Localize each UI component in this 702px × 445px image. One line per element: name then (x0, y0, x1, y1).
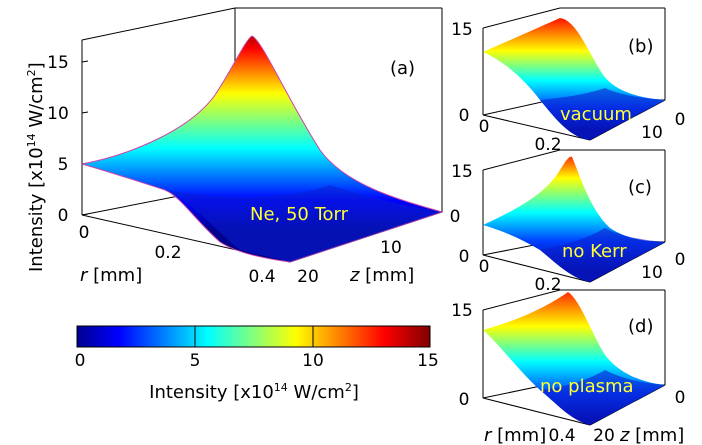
panel-d-zaxtick-1: 0 (675, 388, 686, 408)
panel-a-annotation: Ne, 50 Torr (250, 204, 349, 225)
colorbar-tick-marks (194, 326, 314, 347)
panel-a-rtick-2: 0.4 (248, 267, 275, 287)
colorbar-tick-3: 15 (417, 351, 439, 371)
colorbar: 0 5 10 15 Intensity [x1014 W/cm2] (75, 325, 439, 403)
panel-b-surface-base (540, 88, 665, 140)
panel-a-rtick-1: 0.2 (154, 243, 181, 263)
panel-c-zaxtick-0: 0 (675, 250, 686, 270)
panel-d-zaxtick-0: 20 (593, 426, 615, 445)
panel-a-zlabel: z [mm] (349, 265, 414, 286)
panel-b-ztick-1: 15 (451, 20, 473, 40)
panel-c-rtick-1: 0.2 (534, 275, 561, 295)
panel-d: 0 15 0.4 20 0 (d) no plasma r [mm] z [mm… (451, 289, 686, 445)
panel-b-label: (b) (628, 36, 653, 57)
panel-b-ztick-0: 0 (459, 106, 470, 126)
panel-a-ztick-2: 10 (47, 104, 69, 124)
panel-a-rtick-0: 0 (79, 223, 90, 243)
panel-b-zaxtick-1: 10 (641, 123, 663, 143)
colorbar-tick-2: 10 (302, 351, 324, 371)
panel-d-ztick-1: 15 (451, 301, 473, 321)
panel-c-label: (c) (628, 177, 652, 198)
panel-b-zaxtick-0: 0 (675, 110, 686, 130)
panel-a-label: (a) (390, 58, 415, 79)
colorbar-gradient (76, 325, 431, 348)
panel-c-annotation: no Kerr (562, 241, 627, 262)
panel-a-ztick-0: 0 (58, 206, 69, 226)
colorbar-label: Intensity [x1014 W/cm2] (149, 381, 359, 403)
panel-c-ztick-1: 15 (451, 162, 473, 182)
panel-d-ztick-0: 0 (459, 390, 470, 410)
colorbar-ticks: 0 5 10 15 (75, 351, 439, 371)
panel-d-label: (d) (628, 316, 653, 337)
panel-a-zaxtick-2: 20 (297, 267, 319, 287)
panel-c: 0 15 0 0.2 0 10 (c) no Kerr (451, 149, 686, 295)
colorbar-tick-0: 0 (75, 351, 86, 371)
panel-a-ztick-1: 5 (58, 155, 69, 175)
panel-b-rtick-1: 0.2 (534, 135, 561, 155)
panel-d-annotation: no plasma (540, 376, 634, 397)
panel-c-surface-base (540, 228, 665, 282)
panel-d-xlabel: r [mm] (484, 425, 546, 445)
panel-a-zticks-marks (81, 60, 89, 216)
panel-d-rtick-0: 0.4 (548, 426, 575, 445)
panel-c-ztick-0: 0 (459, 247, 470, 267)
panel-c-zaxtick-1: 10 (641, 263, 663, 283)
panel-a-xlabel: r [mm] (80, 265, 142, 286)
panel-a-zaxtick-1: 10 (380, 238, 402, 258)
panel-a-r-ticks: 0 0.2 0.4 (79, 223, 276, 287)
panel-a-surface-base (165, 185, 442, 262)
panel-b: 0 15 0 0.2 0 10 (b) vacuum (451, 7, 686, 155)
panel-c-rtick-0: 0 (479, 257, 490, 277)
panel-b-annotation: vacuum (560, 104, 632, 125)
panel-a: 0 5 10 15 0 0.2 0.4 0 10 20 (a) Ne, 50 T… (25, 7, 460, 287)
panel-a-ztick-3: 15 (47, 53, 69, 73)
colorbar-tick-1: 5 (190, 351, 201, 371)
panel-d-zlabel: z [mm] (619, 425, 684, 445)
panel-a-ylabel: Intensity [x1014 W/cm2] (25, 62, 47, 272)
panel-d-surface-base (540, 370, 665, 425)
panel-b-rtick-0: 0 (479, 117, 490, 137)
panel-a-intensity-ticks: 0 5 10 15 (47, 53, 69, 226)
panel-a-z-ticks: 0 10 20 (297, 207, 460, 287)
panel-a-zaxtick-0: 0 (450, 207, 461, 227)
